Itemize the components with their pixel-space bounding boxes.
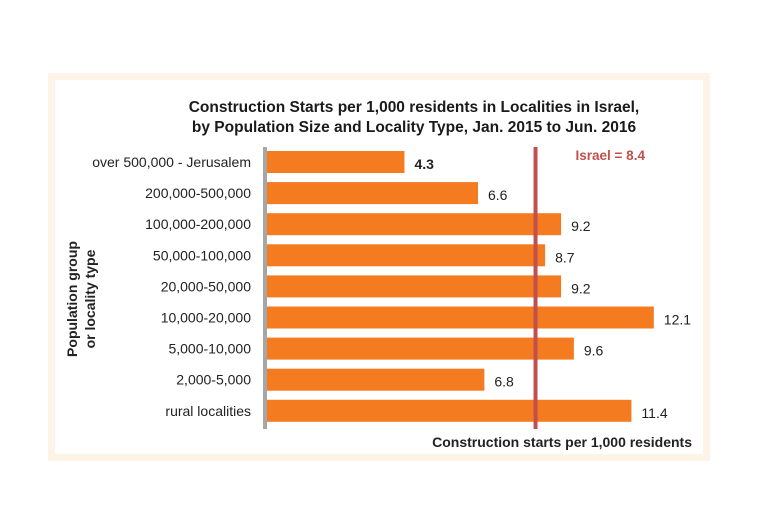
value-label-4: 9.2	[571, 280, 591, 296]
y-axis-title-line-1: Population group	[64, 241, 80, 357]
bar-5	[267, 306, 654, 329]
bar-8	[267, 399, 632, 422]
category-label-0: over 500,000 - Jerusalem	[92, 154, 251, 170]
y-axis-title-line-2: or locality type	[82, 249, 98, 348]
bar-chart: Construction Starts per 1,000 residents …	[64, 99, 692, 450]
value-label-1: 6.6	[488, 187, 508, 203]
value-label-7: 6.8	[494, 374, 514, 390]
value-label-8: 11.4	[641, 405, 667, 421]
value-label-0: 4.3	[414, 156, 434, 172]
chart-frame: Construction Starts per 1,000 residents …	[48, 73, 710, 461]
bar-7	[267, 368, 485, 391]
category-label-6: 5,000-10,000	[168, 341, 251, 357]
category-label-2: 100,000-200,000	[145, 216, 251, 232]
bar-1	[267, 182, 478, 205]
category-label-8: rural localities	[165, 403, 251, 419]
bar-6	[267, 337, 574, 360]
bar-3	[267, 244, 546, 267]
category-label-7: 2,000-5,000	[176, 372, 251, 388]
bar-4	[267, 275, 562, 298]
reference-line-label: Israel = 8.4	[576, 148, 646, 163]
category-label-5: 10,000-20,000	[161, 310, 252, 326]
category-label-4: 20,000-50,000	[161, 278, 252, 294]
value-label-3: 8.7	[555, 249, 575, 265]
bar-2	[267, 213, 562, 236]
value-label-5: 12.1	[664, 312, 691, 328]
category-label-1: 200,000-500,000	[145, 185, 251, 201]
value-label-6: 9.6	[584, 343, 604, 359]
chart-title-line-2: by Population Size and Locality Type, Ja…	[192, 119, 637, 136]
chart-title-line-1: Construction Starts per 1,000 residents …	[189, 99, 640, 116]
value-label-2: 9.2	[571, 218, 591, 234]
chart-panel: Construction Starts per 1,000 residents …	[55, 80, 703, 454]
category-label-3: 50,000-100,000	[153, 247, 251, 263]
bar-0	[267, 151, 405, 173]
x-axis-title: Construction starts per 1,000 residents	[432, 434, 692, 450]
